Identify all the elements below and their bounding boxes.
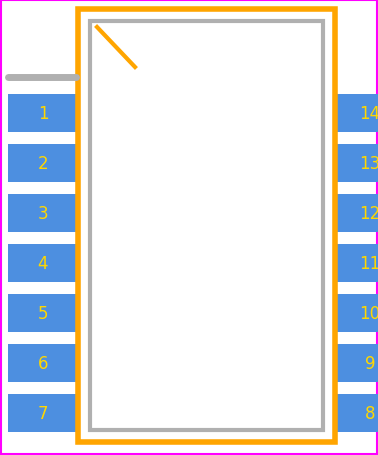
Bar: [8, 95, 78, 133]
Text: 13: 13: [359, 155, 378, 172]
Bar: [335, 394, 378, 432]
Bar: [335, 244, 378, 283]
Bar: [335, 294, 378, 332]
Text: 5: 5: [38, 304, 48, 322]
Bar: [8, 294, 78, 332]
Text: 9: 9: [365, 354, 375, 372]
Text: 2: 2: [38, 155, 48, 172]
Text: 8: 8: [365, 404, 375, 422]
Text: 4: 4: [38, 254, 48, 273]
Text: 1: 1: [38, 105, 48, 123]
Bar: [8, 394, 78, 432]
Text: 7: 7: [38, 404, 48, 422]
Bar: [8, 145, 78, 182]
Text: 12: 12: [359, 205, 378, 222]
Text: 6: 6: [38, 354, 48, 372]
Bar: [8, 195, 78, 233]
Bar: [335, 95, 378, 133]
Bar: [335, 344, 378, 382]
Text: 11: 11: [359, 254, 378, 273]
Bar: [90, 22, 323, 430]
Bar: [8, 344, 78, 382]
Bar: [78, 10, 335, 442]
Bar: [335, 195, 378, 233]
Text: 10: 10: [359, 304, 378, 322]
Text: 3: 3: [38, 205, 48, 222]
Bar: [335, 145, 378, 182]
Text: 14: 14: [359, 105, 378, 123]
Bar: [8, 244, 78, 283]
